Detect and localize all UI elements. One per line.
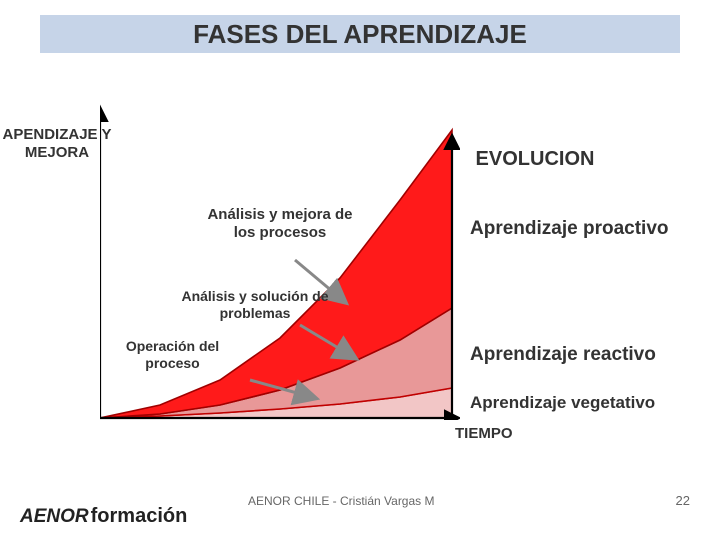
title-bar: FASES DEL APRENDIZAJE [40, 15, 680, 53]
yaxis-label: APENDIZAJE Y MEJORA [2, 126, 112, 162]
label-analisis-solucion: Análisis y solución de problemas [170, 288, 340, 322]
page-title: FASES DEL APRENDIZAJE [193, 19, 527, 50]
footer-attribution: AENOR CHILE - Cristián Vargas M [248, 494, 435, 508]
logo-formacion: formación [91, 505, 188, 528]
label-vegetativo: Aprendizaje vegetativo [470, 393, 655, 413]
label-reactivo: Aprendizaje reactivo [470, 344, 656, 366]
footer-logo: AENOR formación [20, 505, 187, 528]
xaxis-label: TIEMPO [455, 425, 513, 442]
logo-aenor: AENOR [20, 506, 89, 528]
chart-area [100, 100, 460, 420]
label-analisis-mejora: Análisis y mejora de los procesos [195, 206, 365, 242]
stacked-area-chart [100, 100, 460, 420]
page-number: 22 [676, 493, 690, 508]
evolucion-label: EVOLUCION [465, 148, 605, 171]
label-proactivo: Aprendizaje proactivo [470, 218, 669, 240]
label-operacion: Operación del proceso [115, 338, 230, 372]
